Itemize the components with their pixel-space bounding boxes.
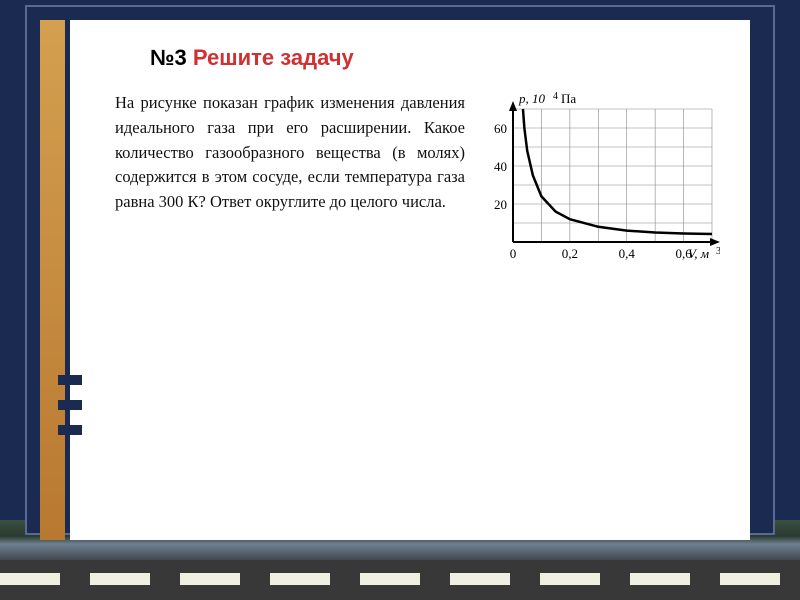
- slide-heading: №3 Решите задачу: [150, 45, 720, 71]
- notch-decoration: [58, 400, 82, 410]
- orange-accent-stripe: [40, 20, 65, 540]
- svg-text:0,2: 0,2: [562, 246, 578, 261]
- svg-text:20: 20: [494, 197, 507, 212]
- heading-number: №3: [150, 45, 187, 70]
- svg-text:3: 3: [716, 246, 720, 257]
- content-row: На рисунке показан график изменения давл…: [115, 91, 720, 266]
- pressure-volume-chart: 20406000,20,40,6p, 104 ПаV, м3: [475, 91, 720, 266]
- heading-text: Решите задачу: [193, 45, 354, 70]
- chart-svg: 20406000,20,40,6p, 104 ПаV, м3: [475, 91, 720, 266]
- problem-statement: На рисунке показан график изменения давл…: [115, 91, 465, 215]
- svg-text:p, 10: p, 10: [518, 91, 546, 106]
- svg-text:0,4: 0,4: [619, 246, 636, 261]
- notch-decoration: [58, 375, 82, 385]
- svg-text:0: 0: [510, 246, 517, 261]
- content-card: №3 Решите задачу На рисунке показан граф…: [70, 20, 750, 540]
- notch-decoration: [58, 425, 82, 435]
- svg-text:60: 60: [494, 121, 507, 136]
- svg-text:40: 40: [494, 159, 507, 174]
- svg-text:4: 4: [553, 91, 558, 102]
- svg-text:Па: Па: [561, 91, 576, 106]
- svg-text:V, м: V, м: [688, 246, 709, 261]
- road-stripe: [0, 573, 800, 585]
